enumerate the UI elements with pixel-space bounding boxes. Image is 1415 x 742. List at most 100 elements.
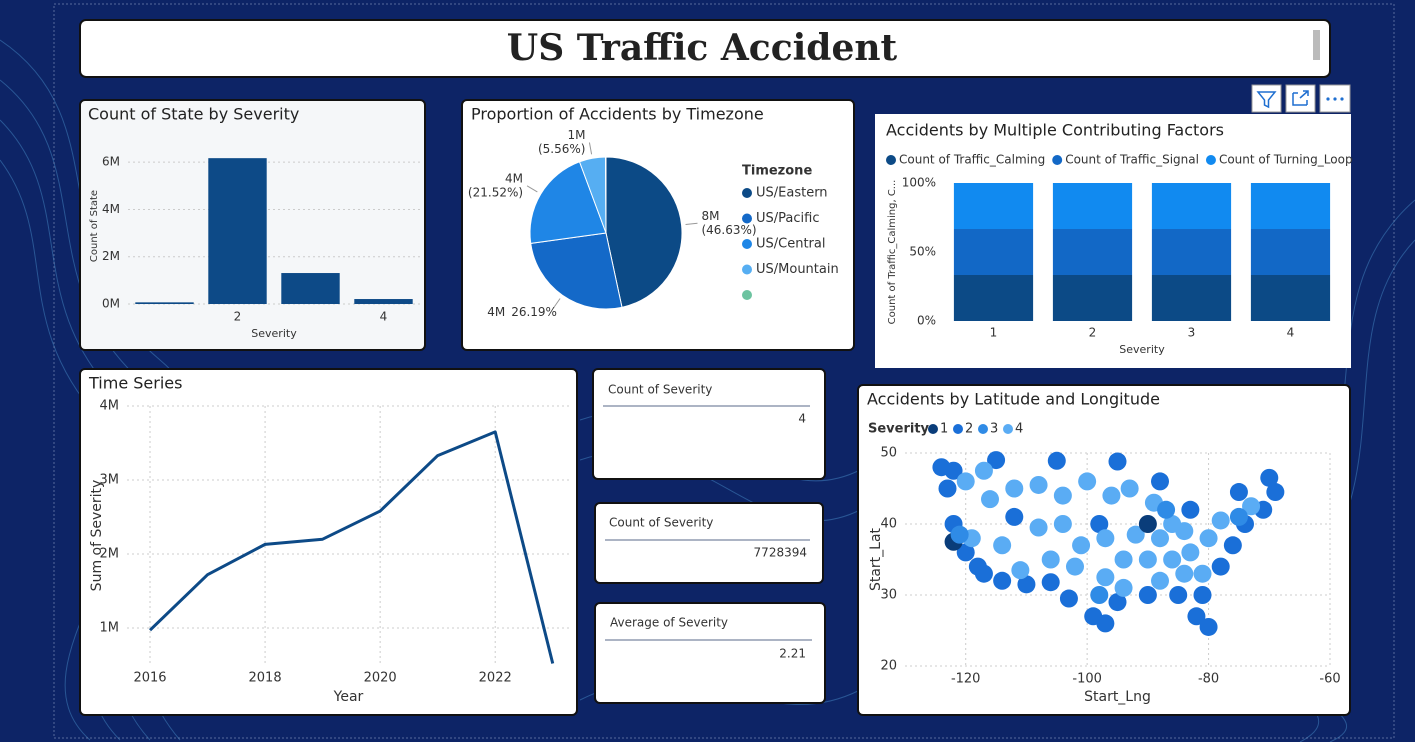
point <box>1175 522 1194 541</box>
bar-segment <box>1250 275 1331 321</box>
x-tick-label: 4 <box>380 310 388 324</box>
leader-line <box>685 222 698 226</box>
dashboard-title: US Traffic Accident <box>507 27 898 69</box>
y-tick-label: 0% <box>917 314 936 328</box>
point <box>1181 500 1200 519</box>
card-value: 7728394 <box>754 546 807 560</box>
card-panel <box>594 602 826 704</box>
point <box>1211 511 1230 530</box>
legend-marker <box>953 424 963 434</box>
point <box>1138 550 1157 569</box>
y-axis-label: Count of State <box>89 190 100 262</box>
point <box>1078 472 1097 491</box>
legend-marker <box>978 424 988 434</box>
point <box>956 472 975 491</box>
legend-marker <box>1205 155 1216 165</box>
y-tick-label: 0M <box>102 297 120 311</box>
card-panel <box>594 502 824 584</box>
point <box>1120 479 1139 498</box>
title-panel <box>79 19 1331 78</box>
card-panel <box>592 368 826 480</box>
data-label: 26.19% <box>511 305 557 319</box>
point <box>1260 468 1279 487</box>
point <box>993 536 1012 555</box>
point <box>1096 568 1115 587</box>
bar-segment <box>1052 183 1133 230</box>
point <box>1005 507 1024 526</box>
bar-segment <box>953 229 1034 276</box>
point <box>1102 486 1121 505</box>
point <box>1169 586 1188 604</box>
legend-marker <box>742 213 752 224</box>
data-label: (21.52%) <box>468 185 523 199</box>
point <box>938 479 957 498</box>
point <box>1096 614 1115 633</box>
card-label: Average of Severity <box>610 616 728 630</box>
point <box>1242 497 1261 516</box>
leader-line <box>588 142 593 155</box>
y-tick-label: 40 <box>880 517 897 532</box>
legend-marker <box>886 155 896 165</box>
y-axis-label: Start_Lat <box>868 527 884 591</box>
point <box>1114 578 1133 597</box>
bar-segment <box>1250 183 1331 230</box>
y-tick-label: 2M <box>100 547 120 562</box>
legend-label: US/Mountain <box>756 262 839 277</box>
legend-label: US/Pacific <box>756 211 819 226</box>
y-tick-label: 20 <box>880 659 897 674</box>
point <box>1114 550 1133 569</box>
bar <box>354 299 413 304</box>
card-value: 4 <box>798 412 806 426</box>
x-tick-label: 2018 <box>249 671 282 686</box>
point <box>944 461 963 480</box>
bar <box>135 302 194 304</box>
bar-segment <box>953 183 1034 230</box>
point <box>1138 586 1157 604</box>
legend-marker <box>742 264 752 275</box>
legend-label: Count of Traffic_Calming <box>899 153 1045 167</box>
point <box>1108 593 1127 612</box>
data-label: 4M <box>505 171 523 185</box>
x-tick-label: 4 <box>1287 326 1295 340</box>
x-tick-label: 2016 <box>133 671 166 686</box>
y-tick-label: 50% <box>909 245 936 259</box>
point <box>981 490 999 509</box>
more-icon <box>1326 97 1344 101</box>
y-tick-label: 6M <box>102 155 120 169</box>
y-axis-label: Count of Traffic_Calming, C... <box>887 180 898 325</box>
x-tick-label: -100 <box>1072 672 1102 687</box>
y-axis-label: Sum of Severity <box>89 480 105 592</box>
point <box>1041 573 1060 592</box>
chart-title: Proportion of Accidents by Timezone <box>471 105 764 124</box>
legend-label: 3 <box>990 422 998 437</box>
legend-label: US/Central <box>756 237 825 252</box>
point <box>1047 451 1066 470</box>
x-tick-label: 1 <box>990 326 998 340</box>
bar-segment <box>1250 229 1331 276</box>
point <box>1108 452 1127 471</box>
legend-label: 1 <box>940 422 948 437</box>
x-axis-label: Severity <box>1119 343 1165 356</box>
filter-button[interactable] <box>1251 84 1282 113</box>
point <box>1090 586 1109 604</box>
bar-segment <box>1151 229 1232 276</box>
bar-segment <box>1052 275 1133 321</box>
y-tick-label: 50 <box>880 446 897 461</box>
bar-segment <box>1151 275 1232 321</box>
point <box>1187 607 1206 626</box>
legend-marker <box>1003 424 1013 434</box>
chart-title: Count of State by Severity <box>88 105 299 124</box>
line <box>148 430 555 664</box>
point <box>1029 475 1048 494</box>
point <box>1017 575 1036 594</box>
point <box>950 525 969 544</box>
point <box>1072 536 1091 555</box>
leader-line <box>552 298 561 309</box>
legend-title: Severity <box>868 422 930 437</box>
point <box>1096 529 1115 548</box>
filter-icon <box>1256 91 1277 109</box>
x-tick-label: 2 <box>234 310 242 324</box>
x-axis-label: Severity <box>251 327 297 340</box>
point <box>974 564 993 583</box>
point <box>1193 564 1212 583</box>
